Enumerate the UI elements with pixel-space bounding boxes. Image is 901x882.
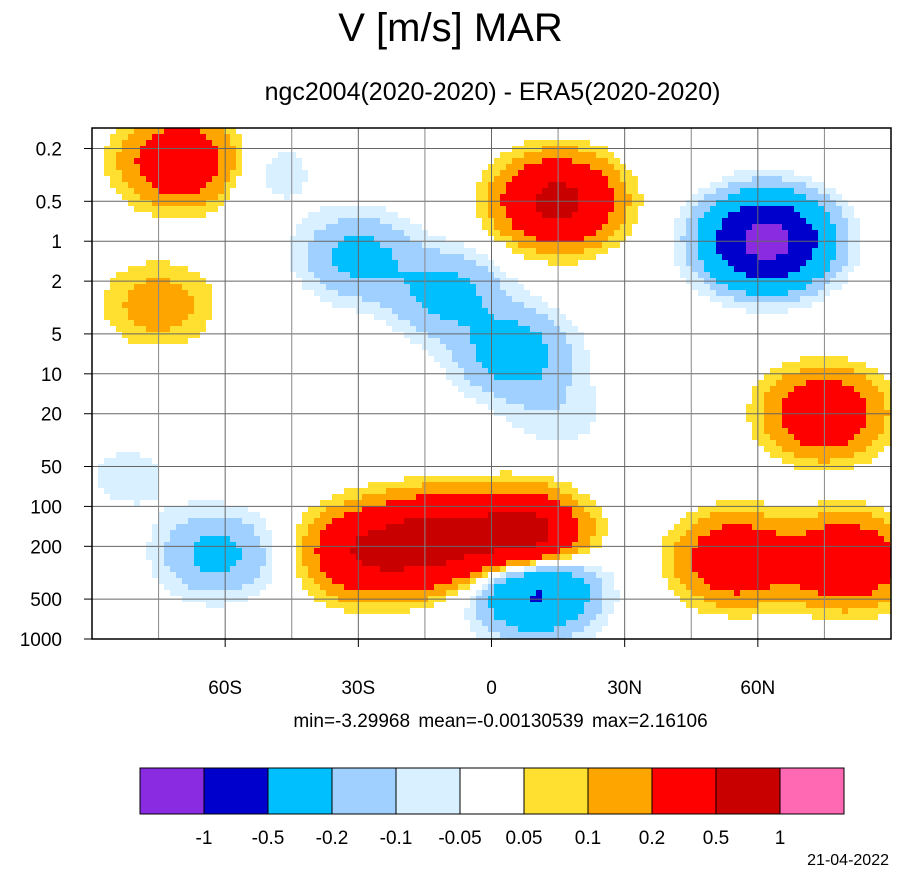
colorbar-label: -0.05 — [438, 828, 481, 849]
x-tick-label: 60S — [208, 678, 242, 699]
y-tick-label: 50 — [41, 457, 62, 478]
colorbar-box — [779, 767, 845, 815]
colorbar-box — [459, 767, 525, 815]
y-tick-label: 200 — [30, 537, 62, 558]
plot-frame — [91, 127, 892, 640]
colorbar-box — [587, 767, 653, 815]
x-tick-label: 0 — [486, 678, 497, 699]
colorbar-label: 0.2 — [639, 828, 665, 849]
date-stamp: 21-04-2022 — [807, 852, 889, 869]
colorbar-label: -1 — [196, 828, 213, 849]
x-tick-label: 60N — [740, 678, 775, 699]
y-tick-label: 100 — [30, 497, 62, 518]
colorbar-box — [203, 767, 269, 815]
colorbar-label: 0.1 — [575, 828, 601, 849]
colorbar-label: -0.1 — [380, 828, 413, 849]
colorbar-label: -0.5 — [252, 828, 285, 849]
colorbar-box — [715, 767, 781, 815]
colorbar-box — [267, 767, 333, 815]
colorbar-label: 1 — [775, 828, 786, 849]
x-tick-label: 30S — [341, 678, 375, 699]
colorbar-label: -0.2 — [316, 828, 349, 849]
stats-line: min=-3.29968 mean=-0.00130539 max=2.1610… — [0, 710, 901, 734]
stat-mean: mean=-0.00130539 — [418, 711, 584, 732]
colorbar-label: 0.05 — [506, 828, 543, 849]
colorbar-box — [651, 767, 717, 815]
colorbar-box — [395, 767, 461, 815]
x-tick-label: 30N — [607, 678, 642, 699]
chart-subtitle: ngc2004(2020-2020) - ERA5(2020-2020) — [264, 78, 721, 106]
colorbar-box — [523, 767, 589, 815]
y-tick-label: 0.5 — [36, 192, 62, 213]
y-tick-label: 2 — [51, 272, 62, 293]
y-tick-label: 1000 — [20, 630, 62, 651]
y-tick-label: 500 — [30, 590, 62, 611]
y-tick-label: 0.2 — [36, 140, 62, 161]
colorbar-box — [331, 767, 397, 815]
colorbar-box — [139, 767, 205, 815]
chart-title: V [m/s] MAR — [338, 6, 563, 50]
colorbar-label: 0.5 — [703, 828, 729, 849]
y-tick-label: 20 — [41, 405, 62, 426]
stat-min: min=-3.29968 — [293, 711, 411, 732]
stat-max: max=2.16106 — [591, 711, 708, 732]
y-tick-label: 1 — [51, 232, 62, 253]
y-tick-label: 10 — [41, 365, 62, 386]
y-tick-label: 5 — [51, 325, 62, 346]
